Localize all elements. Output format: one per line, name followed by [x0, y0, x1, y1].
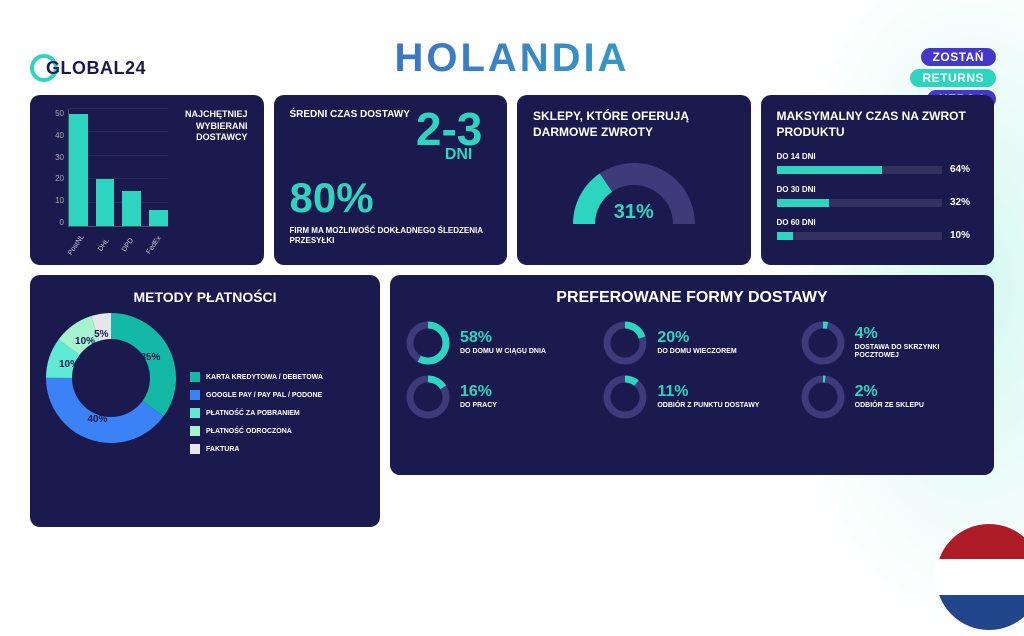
hbar-track	[777, 199, 943, 207]
donut-percent: 11%	[657, 384, 759, 400]
legend-label: PŁATNOŚĆ ODROCZONA	[206, 428, 292, 435]
donut-percent: 2%	[855, 384, 924, 400]
pie-slice-label: 10%	[59, 359, 79, 370]
donut-item: 11% ODBIÓR Z PUNKTU DOSTAWY	[603, 375, 780, 419]
delivery-forms-grid: 58% DO DOMU W CIĄGU DNIA 20% DO DOMU WIE…	[406, 321, 978, 419]
legend-item: KARTA KREDYTOWA / DEBETOWA	[190, 372, 364, 382]
donut-label: ODBIÓR ZE SKLEPU	[855, 402, 924, 410]
payment-legend: KARTA KREDYTOWA / DEBETOWA GOOGLE PAY / P…	[190, 313, 364, 513]
bars-container	[68, 109, 168, 227]
donut-label: DO DOMU WIECZOREM	[657, 348, 736, 356]
delivery-forms-title: PREFEROWANE FORMY DOSTAWY	[406, 289, 978, 307]
bar-label: FedEx	[146, 235, 176, 264]
payment-pie-chart: 35%40%10%10%5%	[46, 313, 176, 443]
hbar-track	[777, 232, 943, 240]
free-returns-gauge: 31%	[564, 154, 704, 224]
delivery-forms-card: PREFEROWANE FORMY DOSTAWY 58% DO DOMU W …	[390, 275, 994, 475]
hbar-fill	[777, 232, 794, 240]
donut-percent: 20%	[657, 330, 736, 346]
delivery-time-card: ŚREDNI CZAS DOSTAWY 2-3 DNI 80% FIRM MA …	[274, 95, 508, 265]
legend-swatch	[190, 444, 200, 454]
hbar-label: DO 60 DNI	[777, 218, 979, 227]
donut-item: 4% DOSTAWA DO SKRZYNKI POCZTOWEJ	[801, 321, 978, 365]
hbar-fill	[777, 166, 883, 174]
pie-slice-label: 5%	[94, 329, 108, 340]
bar-label: DPD	[121, 237, 148, 263]
flag-stripe-white	[936, 559, 1024, 594]
page-title: HOLANDIA	[0, 36, 1024, 81]
hbar-value: 10%	[950, 230, 978, 241]
legend-label: KARTA KREDYTOWA / DEBETOWA	[206, 374, 323, 381]
free-returns-value: 31%	[564, 201, 704, 224]
pie-slice-label: 40%	[87, 414, 107, 425]
legend-item: FAKTURA	[190, 444, 364, 454]
return-window-card: MAKSYMALNY CZAS NA ZWROT PRODUKTU DO 14 …	[761, 95, 995, 265]
pie-slice-label: 35%	[140, 352, 160, 363]
donut-percent: 16%	[460, 384, 497, 400]
donut-ring	[801, 375, 845, 419]
hbar-row: DO 60 DNI 10%	[777, 218, 979, 241]
return-window-rows: DO 14 DNI 64% DO 30 DNI 32% DO 60 DNI 10%	[777, 152, 979, 241]
donut-ring	[406, 375, 450, 419]
free-returns-title: SKLEPY, KTÓRE OFERUJĄ DARMOWE ZWROTY	[533, 109, 735, 140]
delivery-time-label: ŚREDNI CZAS DOSTAWY	[290, 109, 410, 121]
bar	[69, 114, 88, 226]
donut-label: DOSTAWA DO SKRZYNKI POCZTOWEJ	[855, 344, 978, 361]
carriers-title: NAJCHĘTNIEJ WYBIERANI DOSTAWCY	[178, 109, 248, 251]
carriers-card: 50403020100 PostNLDHLDPDFedEx NAJCHĘTNIE…	[30, 95, 264, 265]
bar	[149, 210, 168, 226]
bar-label: PostNL	[67, 234, 98, 265]
donut-label: DO DOMU W CIĄGU DNIA	[460, 348, 546, 356]
legend-item: PŁATNOŚĆ ZA POBRANIEM	[190, 408, 364, 418]
hbar-label: DO 14 DNI	[777, 152, 979, 161]
legend-label: FAKTURA	[206, 446, 239, 453]
donut-item: 2% ODBIÓR ZE SKLEPU	[801, 375, 978, 419]
x-labels: PostNLDHLDPDFedEx	[68, 229, 168, 251]
payment-methods-card: METODY PŁATNOŚCI 35%40%10%10%5% KARTA KR…	[30, 275, 380, 527]
donut-ring	[603, 375, 647, 419]
bar	[122, 191, 141, 226]
donut-label: ODBIÓR Z PUNKTU DOSTAWY	[657, 402, 759, 410]
hbar-value: 64%	[950, 164, 978, 175]
donut-item: 58% DO DOMU W CIĄGU DNIA	[406, 321, 583, 365]
donut-percent: 58%	[460, 330, 546, 346]
legend-item: PŁATNOŚĆ ODROCZONA	[190, 426, 364, 436]
tracking-percent: 80%	[290, 174, 492, 222]
y-axis: 50403020100	[46, 109, 64, 227]
legend-label: GOOGLE PAY / PAY PAL / PODONE	[206, 392, 322, 399]
return-window-title: MAKSYMALNY CZAS NA ZWROT PRODUKTU	[777, 109, 979, 140]
legend-swatch	[190, 426, 200, 436]
donut-ring	[801, 321, 845, 365]
hbar-row: DO 14 DNI 64%	[777, 152, 979, 175]
legend-item: GOOGLE PAY / PAY PAL / PODONE	[190, 390, 364, 400]
payment-methods-title: METODY PŁATNOŚCI	[46, 289, 364, 305]
hbar-fill	[777, 199, 830, 207]
hbar-label: DO 30 DNI	[777, 185, 979, 194]
legend-swatch	[190, 372, 200, 382]
legend-label: PŁATNOŚĆ ZA POBRANIEM	[206, 410, 300, 417]
carriers-bar-chart: 50403020100 PostNLDHLDPDFedEx	[46, 109, 168, 251]
pie-slice-label: 10%	[75, 336, 95, 347]
bar	[96, 179, 115, 226]
hbar-row: DO 30 DNI 32%	[777, 185, 979, 208]
donut-item: 20% DO DOMU WIECZOREM	[603, 321, 780, 365]
delivery-time-value: 2-3	[416, 109, 482, 150]
donut-ring	[406, 321, 450, 365]
donut-ring	[603, 321, 647, 365]
donut-item: 16% DO PRACY	[406, 375, 583, 419]
tracking-label: FIRM MA MOŻLIWOŚĆ DOKŁADNEGO ŚLEDZENIA P…	[290, 226, 492, 245]
free-returns-card: SKLEPY, KTÓRE OFERUJĄ DARMOWE ZWROTY 31%	[517, 95, 751, 265]
hbar-track	[777, 166, 943, 174]
donut-percent: 4%	[855, 326, 978, 342]
hbar-value: 32%	[950, 197, 978, 208]
legend-swatch	[190, 390, 200, 400]
donut-label: DO PRACY	[460, 402, 497, 410]
legend-swatch	[190, 408, 200, 418]
